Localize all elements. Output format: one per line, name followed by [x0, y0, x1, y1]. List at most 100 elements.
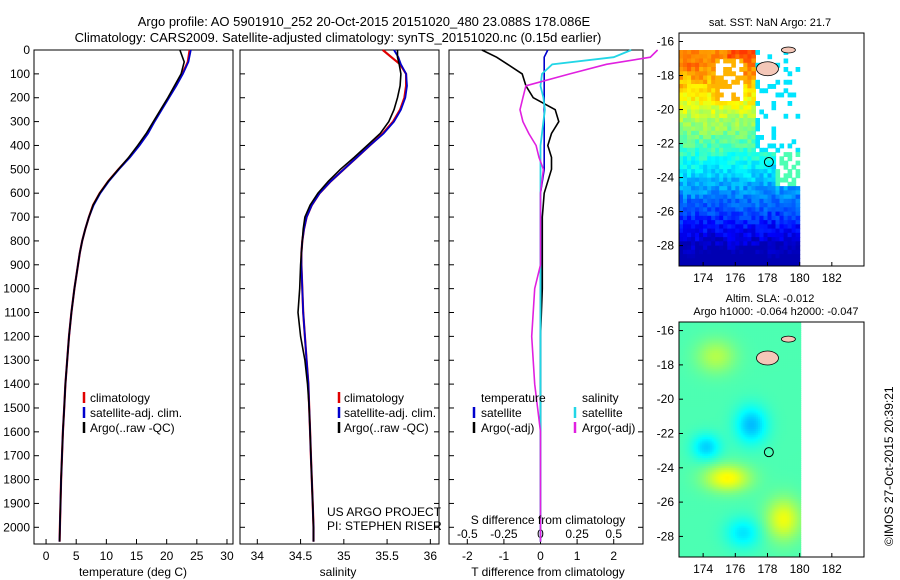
- heatmap-cell: [723, 135, 728, 140]
- heatmap-cell: [783, 160, 789, 166]
- heatmap-cell: [687, 79, 692, 85]
- heatmap-cell: [695, 164, 700, 170]
- heatmap-cell: [682, 529, 686, 533]
- heatmap-cell: [715, 525, 719, 529]
- heatmap-cell: [696, 529, 699, 533]
- heatmap-cell: [706, 414, 709, 418]
- heatmap-cell: [725, 404, 728, 407]
- heatmap-cell: [694, 332, 697, 335]
- heatmap-cell: [695, 160, 700, 166]
- heatmap-cell: [713, 379, 717, 383]
- heatmap-cell: [727, 211, 732, 217]
- heatmap-cell: [704, 517, 707, 521]
- heatmap-cell: [686, 437, 690, 440]
- heatmap-cell: [727, 441, 730, 445]
- heatmap-cell: [683, 139, 688, 145]
- heatmap-cell: [723, 406, 726, 410]
- heatmap-cell: [706, 451, 709, 455]
- heatmap-cell: [698, 404, 701, 407]
- heatmap-cell: [779, 207, 785, 213]
- heatmap-cell: [729, 389, 732, 393]
- heatmap-cell: [700, 490, 703, 494]
- heatmap-cell: [706, 534, 709, 537]
- heatmap-cell: [759, 258, 764, 264]
- heatmap-cell: [690, 552, 694, 556]
- heatmap-cell: [721, 402, 724, 405]
- heatmap-cell: [687, 135, 692, 140]
- heatmap-cell: [713, 490, 717, 494]
- heatmap-cell: [779, 211, 785, 217]
- heatmap-cell: [692, 429, 695, 432]
- heatmap-cell: [719, 342, 722, 346]
- heatmap-cell: [682, 392, 686, 395]
- heatmap-cell: [729, 494, 732, 498]
- heatmap-cell: [727, 249, 732, 255]
- heatmap-cell: [687, 203, 692, 208]
- heatmap-cell: [723, 228, 728, 234]
- heatmap-cell: [709, 441, 713, 445]
- heatmap-cell: [707, 198, 712, 204]
- heatmap-cell: [692, 497, 695, 500]
- heatmap-cell: [696, 385, 699, 389]
- heatmap-cell: [707, 58, 712, 64]
- heatmap-cell: [700, 406, 703, 410]
- heatmap-cell: [727, 482, 730, 486]
- heatmap-cell: [721, 511, 724, 515]
- heatmap-cell: [711, 536, 715, 539]
- heatmap-cell: [690, 468, 694, 471]
- heatmap-cell: [699, 254, 704, 259]
- heatmap-cell: [767, 160, 773, 166]
- heatmap-cell: [708, 332, 711, 335]
- heatmap-cell: [708, 422, 711, 426]
- heatmap-cell: [729, 497, 732, 500]
- heatmap-cell: [717, 466, 721, 469]
- heatmap-cell: [729, 348, 732, 352]
- heatmap-cell: [713, 340, 717, 344]
- heatmap-cell: [703, 71, 708, 77]
- heatmap-cell: [683, 262, 688, 266]
- heatmap-cell: [687, 160, 692, 166]
- heatmap-cell: [688, 525, 692, 529]
- heatmap-cell: [698, 365, 701, 368]
- heatmap-cell: [725, 474, 728, 477]
- heatmap-cell: [702, 470, 705, 473]
- heatmap-cell: [702, 513, 705, 517]
- heatmap-cell: [735, 513, 738, 517]
- heatmap-cell: [735, 414, 738, 418]
- heatmap-cell: [708, 424, 711, 428]
- heatmap-cell: [704, 326, 707, 329]
- heatmap-cell: [702, 501, 705, 504]
- heatmap-cell: [731, 173, 736, 179]
- heatmap-cell: [694, 523, 697, 527]
- heatmap-cell: [767, 224, 773, 230]
- heatmap-cell: [733, 494, 736, 498]
- lat-tick-label: -26: [657, 205, 675, 219]
- heatmap-cell: [719, 540, 722, 543]
- heatmap-cell: [713, 540, 717, 543]
- heatmap-cell: [698, 433, 701, 436]
- heatmap-cell: [695, 118, 700, 123]
- heatmap-cell: [733, 381, 736, 385]
- heatmap-cell: [717, 519, 721, 523]
- heatmap-cell: [698, 416, 701, 420]
- heatmap-cell: [727, 404, 730, 407]
- heatmap-cell: [684, 511, 688, 515]
- heatmap-cell: [721, 326, 724, 329]
- heatmap-cell: [690, 501, 694, 504]
- heatmap-cell: [711, 383, 715, 387]
- heatmap-cell: [723, 404, 726, 407]
- heatmap-cell: [699, 241, 704, 247]
- heatmap-cell: [721, 431, 724, 434]
- heatmap-cell: [704, 408, 707, 412]
- heatmap-cell: [682, 534, 686, 537]
- heatmap-cell: [715, 173, 720, 179]
- heatmap-cell: [699, 173, 704, 179]
- heatmap-cell: [739, 143, 744, 149]
- heatmap-cell: [680, 334, 684, 338]
- heatmap-cell: [686, 429, 690, 432]
- heatmap-cell: [723, 412, 726, 416]
- heatmap-cell: [717, 484, 721, 488]
- heatmap-cell: [684, 517, 688, 521]
- heatmap-cell: [729, 478, 732, 482]
- heatmap-cell: [707, 241, 712, 247]
